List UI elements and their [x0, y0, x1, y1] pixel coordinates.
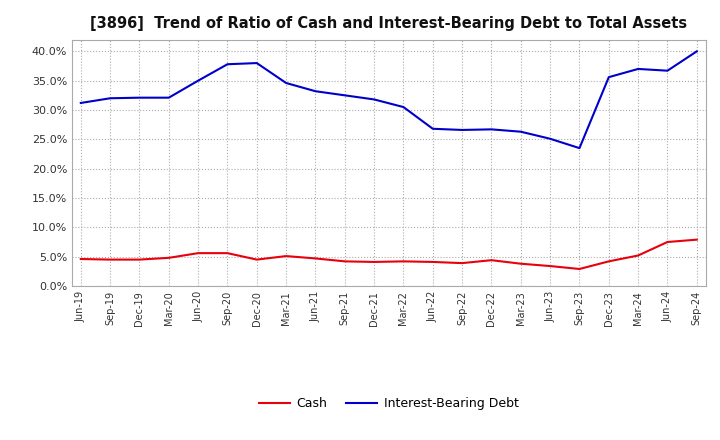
Interest-Bearing Debt [487, 127, 496, 132]
Interest-Bearing Debt [575, 146, 584, 151]
Cash [663, 239, 672, 245]
Interest-Bearing Debt [546, 136, 554, 141]
Cash [605, 259, 613, 264]
Cash [399, 259, 408, 264]
Cash [164, 255, 173, 260]
Cash [370, 259, 379, 264]
Cash [341, 259, 349, 264]
Cash [458, 260, 467, 266]
Line: Cash: Cash [81, 240, 697, 269]
Interest-Bearing Debt [458, 127, 467, 132]
Cash [693, 237, 701, 242]
Cash [135, 257, 144, 262]
Cash [634, 253, 642, 258]
Cash [253, 257, 261, 262]
Interest-Bearing Debt [135, 95, 144, 100]
Cash [575, 266, 584, 271]
Cash [546, 264, 554, 269]
Interest-Bearing Debt [663, 68, 672, 73]
Interest-Bearing Debt [428, 126, 437, 132]
Cash [76, 257, 85, 262]
Cash [106, 257, 114, 262]
Interest-Bearing Debt [223, 62, 232, 67]
Interest-Bearing Debt [194, 78, 202, 83]
Cash [516, 261, 525, 266]
Interest-Bearing Debt [311, 88, 320, 94]
Interest-Bearing Debt [253, 60, 261, 66]
Interest-Bearing Debt [605, 74, 613, 80]
Interest-Bearing Debt [164, 95, 173, 100]
Title: [3896]  Trend of Ratio of Cash and Interest-Bearing Debt to Total Assets: [3896] Trend of Ratio of Cash and Intere… [90, 16, 688, 32]
Interest-Bearing Debt [399, 104, 408, 110]
Legend: Cash, Interest-Bearing Debt: Cash, Interest-Bearing Debt [254, 392, 523, 415]
Cash [223, 250, 232, 256]
Cash [487, 257, 496, 263]
Cash [194, 250, 202, 256]
Interest-Bearing Debt [516, 129, 525, 134]
Interest-Bearing Debt [370, 97, 379, 102]
Cash [428, 259, 437, 264]
Cash [282, 253, 290, 259]
Interest-Bearing Debt [693, 49, 701, 54]
Interest-Bearing Debt [634, 66, 642, 72]
Interest-Bearing Debt [106, 95, 114, 101]
Interest-Bearing Debt [341, 93, 349, 98]
Interest-Bearing Debt [76, 100, 85, 106]
Cash [311, 256, 320, 261]
Line: Interest-Bearing Debt: Interest-Bearing Debt [81, 51, 697, 148]
Interest-Bearing Debt [282, 81, 290, 86]
